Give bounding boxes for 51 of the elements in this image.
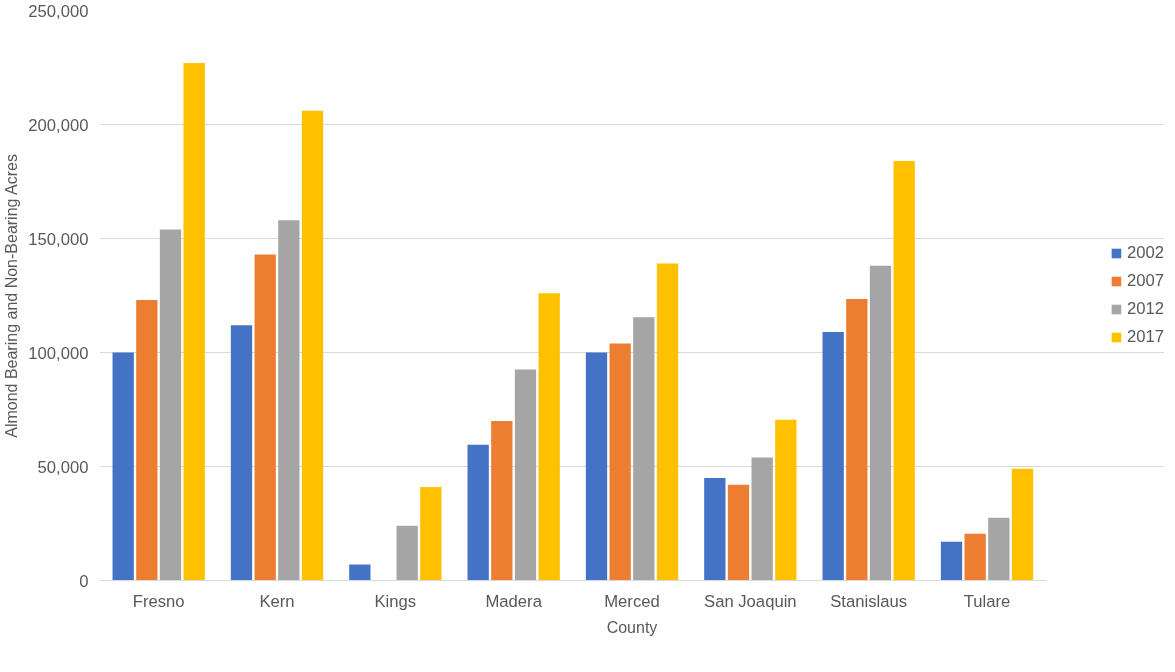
bar	[396, 525, 418, 581]
x-tick-label: Kings	[374, 591, 417, 611]
bar	[751, 457, 773, 581]
y-tick-label: 250,000	[28, 1, 89, 21]
legend-label: 2002	[1126, 243, 1164, 263]
x-axis-title: County	[606, 618, 658, 636]
x-tick-label: Madera	[485, 591, 543, 611]
bar	[1011, 468, 1034, 581]
bar	[633, 317, 655, 581]
x-tick-label: Stanislaus	[830, 591, 908, 611]
bar	[183, 62, 205, 581]
bar	[964, 533, 986, 581]
bar	[349, 564, 371, 581]
bar	[704, 477, 726, 581]
y-tick-label: 150,000	[28, 229, 89, 249]
bar	[491, 420, 513, 581]
bar	[514, 369, 537, 581]
y-tick-label: 100,000	[28, 343, 89, 363]
bar	[846, 298, 868, 581]
bar	[585, 352, 608, 581]
bar	[301, 110, 324, 581]
x-tick-label: Kern	[259, 591, 295, 611]
bar	[656, 263, 679, 581]
bar	[112, 352, 134, 581]
legend-label: 2017	[1126, 327, 1164, 347]
bar	[538, 293, 560, 581]
y-tick-label: 0	[79, 571, 89, 591]
legend-label: 2012	[1126, 299, 1164, 319]
bar	[609, 343, 631, 581]
bar	[822, 331, 844, 581]
bar	[230, 325, 253, 581]
bar	[467, 444, 489, 581]
x-tick-label: Merced	[604, 591, 660, 611]
x-tick-label: Fresno	[132, 591, 185, 611]
y-tick-label: 200,000	[28, 115, 89, 135]
bar	[278, 220, 300, 581]
bar	[254, 254, 276, 581]
legend-label: 2007	[1126, 271, 1164, 291]
y-axis-title: Almond Bearing and Non-Bearing Acres	[3, 154, 21, 438]
bar	[940, 541, 963, 581]
bar	[159, 229, 182, 581]
bar	[988, 517, 1010, 581]
y-tick-label: 50,000	[37, 457, 89, 477]
bar	[869, 265, 892, 581]
bar	[775, 419, 797, 581]
x-tick-label: San Joaquin	[704, 591, 797, 611]
bar	[420, 487, 442, 581]
bar	[727, 484, 750, 581]
bar	[893, 160, 915, 581]
bar	[136, 300, 158, 581]
x-tick-label: Tulare	[963, 591, 1011, 611]
